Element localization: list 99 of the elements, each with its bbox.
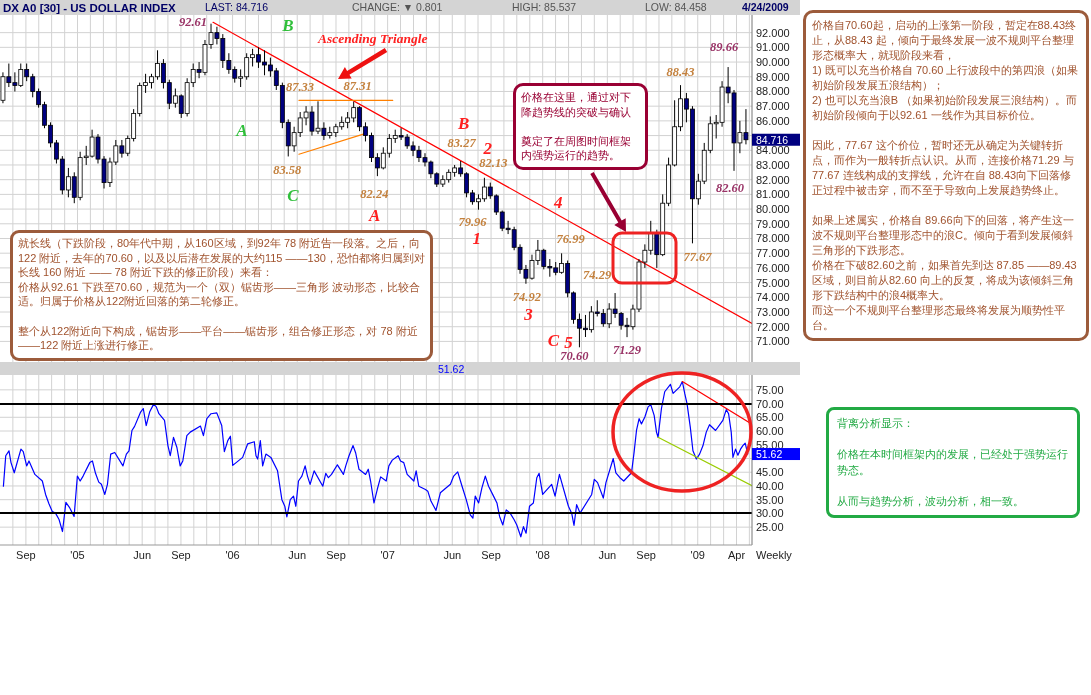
annotation: C	[287, 185, 300, 205]
annotation: 价格在这里，通过对下降趋势线的突破与确认	[521, 90, 632, 119]
y-tick-label: 72.000	[756, 320, 790, 333]
annotation: 就长线（下跌阶段，80年代中期，从160区域，到92年 78 附近告一段落。之后，向122 附近，去年的70.60，以及以后潜在发展的大约115 ——130，恐怕都将归属到对长线 160 附近 —— 78 附近下跌的修正阶段）来看：	[18, 236, 425, 280]
chart-title: DX A0 [30] - US DOLLAR INDEX	[3, 1, 177, 14]
text: 价格在本时间框架内的发展，已经处于强势运行势态。	[837, 447, 1069, 478]
annotation: 71.29	[612, 342, 642, 357]
y-tick-label: 80.000	[756, 203, 790, 216]
x-tick-label: '06	[225, 549, 240, 561]
annotation: 82.60	[715, 181, 745, 196]
annotation: 89.66	[710, 40, 739, 55]
annotation: 74.92	[512, 290, 541, 305]
x-tick-label: Sep	[326, 549, 346, 561]
x-tick-label: '09	[690, 549, 705, 561]
y-tick-label: 84.000	[756, 144, 790, 157]
y-tick-label: 60.00	[756, 425, 784, 438]
y-tick-label: 77.000	[756, 247, 790, 260]
annotation: 79.96	[458, 215, 488, 230]
x-tick-label: Sep	[16, 549, 36, 561]
annotation: 82.24	[360, 186, 389, 201]
annotation: A	[368, 206, 381, 226]
annotation: 83.58	[273, 162, 303, 177]
y-tick-label: 87.000	[756, 100, 790, 113]
x-axis-title: Weekly	[756, 549, 793, 561]
x-tick-label: '05	[70, 549, 85, 561]
annotation: B	[281, 15, 294, 35]
text: LAST: 84.716	[205, 1, 269, 13]
annotation: B	[456, 114, 470, 134]
y-tick-label: 90.000	[756, 56, 790, 69]
x-tick-label: '08	[535, 549, 550, 561]
annotation: 奠定了在周图时间框架内强势运行的趋势。	[521, 133, 632, 163]
text: 1) 既可以充当价格自 70.60 上行波段中的第四浪（如果初始阶段发展五浪结构）；	[812, 63, 1080, 93]
annotation: 87.31	[343, 78, 372, 93]
x-tick-label: Jun	[133, 549, 152, 561]
annotation: 87.33	[285, 79, 315, 94]
y-tick-label: 79.000	[756, 217, 790, 230]
annotation: C	[547, 331, 560, 351]
x-tick-label: Jun	[443, 549, 462, 561]
y-tick-label: 78.000	[756, 232, 790, 245]
y-tick-label: 55.00	[756, 438, 784, 451]
annotation: 88.43	[666, 64, 695, 79]
y-tick-label: 76.000	[756, 261, 790, 274]
annotation: 74.29	[583, 268, 612, 283]
y-tick-label: 81.000	[756, 188, 790, 201]
annotation: 3	[523, 305, 534, 325]
x-tick-label: Sep	[171, 549, 191, 561]
ref-line-label: 30.00	[756, 507, 784, 520]
text: HIGH: 85.537	[512, 1, 577, 13]
y-tick-label: 75.000	[756, 276, 790, 289]
y-tick-label: 25.00	[756, 521, 784, 534]
text: 51.62	[438, 362, 465, 375]
ref-line-label: 70.00	[756, 397, 784, 410]
text: 51.62	[756, 448, 783, 461]
annotation: 4	[553, 192, 563, 212]
y-tick-label: 91.000	[756, 41, 790, 54]
text: 如果上述属实，价格自 89.66向下的回落，将产生这一波不规则平台整理形态中的浪C。倾向于看到发展倾斜三角形的下跌形态。	[812, 213, 1075, 258]
text: 价格自70.60起，启动的上涨第一阶段，暂定在88.43终止，从88.43 起，倾向于最终发展一波不规则平台整理形态概率大，就现阶段来看，	[812, 18, 1078, 63]
text: CHANGE: ▼ 0.801	[352, 1, 443, 13]
y-tick-label: 65.00	[756, 411, 784, 424]
y-tick-label: 73.000	[756, 306, 790, 319]
text: 4/24/2009	[742, 1, 789, 13]
x-tick-label: Jun	[598, 549, 617, 561]
y-tick-label: 40.00	[756, 479, 784, 492]
y-tick-label: 45.00	[756, 466, 784, 479]
annotation: A	[235, 120, 248, 140]
x-tick-label: Sep	[636, 549, 656, 561]
x-tick-label: Jun	[288, 549, 307, 561]
annotation: 77.67	[683, 249, 713, 264]
text: LOW: 84.458	[645, 1, 707, 13]
text: 价格在下破82.60之前，如果首先到达 87.85 ——89.43区域，则目前从82.60 向上的反复，将成为该倾斜三角形下跌结构中的浪4概率大。	[812, 258, 1078, 303]
annotation: 整个从122附近向下构成，锯齿形——平台——锯齿形，组合修正形态，对 78 附近——122 附近上涨进行修正。	[18, 323, 419, 353]
annotation: 82.13	[479, 156, 508, 171]
annotation: 1	[472, 229, 481, 248]
x-tick-label: '07	[380, 549, 395, 561]
text: 因此，77.67 这个价位，暂时还无从确定为关键转折点，而作为一般转折点认识。从而，连接价格71.29 与 77.67 连线构成的支撑线，允许在自 88.43向下回落修正过程中被击穿，而不至于导致向上发展趋势终止。	[812, 138, 1075, 198]
y-tick-label: 82.000	[756, 173, 790, 186]
annotation: 92.61	[178, 15, 208, 30]
annotation: 价格从92.61 下跌至70.60，规范为一个（双）锯齿形——三角形 波动形态，比较合适。归属于价格从122附近回落的第二轮修正。	[18, 279, 422, 309]
text: 84.716	[756, 133, 789, 146]
y-tick-label: 71.000	[756, 335, 790, 348]
y-tick-label: 74.000	[756, 291, 790, 304]
y-tick-label: 89.000	[756, 70, 790, 83]
annotation: 83.27	[447, 136, 477, 151]
y-tick-label: 92.000	[756, 26, 790, 39]
y-tick-label: 83.000	[756, 158, 790, 171]
y-tick-label: 86.000	[756, 114, 790, 127]
text: 而这一个不规则平台整理形态最终将发展为顺势性平台。	[812, 303, 1066, 333]
x-tick-label: Apr	[727, 549, 746, 561]
y-tick-label: 75.00	[756, 383, 784, 396]
annotation: 2	[482, 139, 493, 159]
annotation: 76.99	[556, 231, 586, 246]
text: 背离分析显示：	[837, 416, 915, 431]
text: 从而与趋势分析，波动分析，相一致。	[837, 493, 1025, 509]
y-tick-label: 88.000	[756, 85, 790, 98]
annotation: Ascending Triangle	[317, 30, 428, 46]
line-series	[2, 380, 749, 538]
y-tick-label: 35.00	[756, 493, 784, 506]
text: 2) 也可以充当浪B （如果初始阶段发展三浪结构）。而初始阶段倾向于以92.61 一线作为其目标价位。	[812, 93, 1079, 123]
x-tick-label: Sep	[481, 549, 501, 561]
